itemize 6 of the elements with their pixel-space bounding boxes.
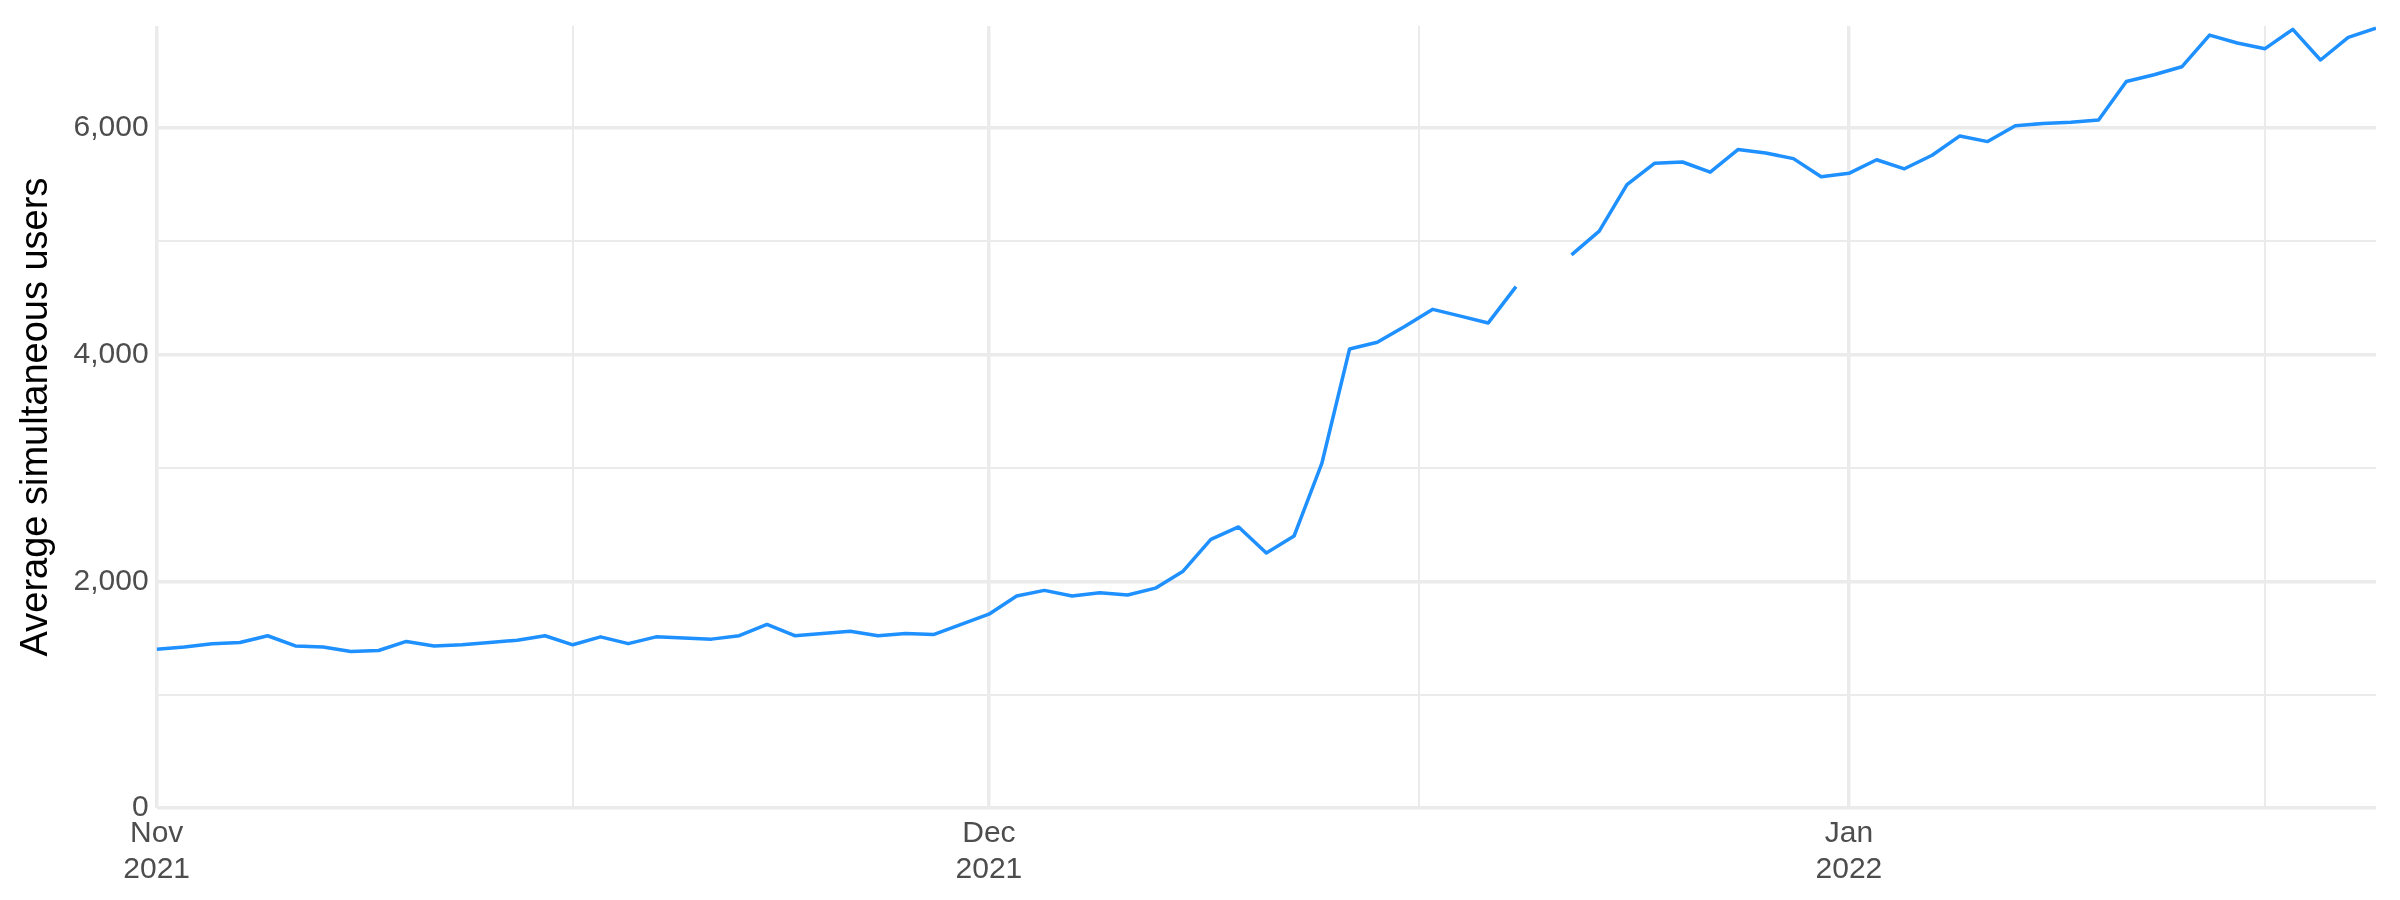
x-tick-label: Dec 2021 [955, 815, 1023, 885]
y-tick-label: 4,000 [73, 335, 149, 369]
y-tick-label: 2,000 [73, 562, 149, 596]
y-tick-label: 6,000 [73, 109, 149, 143]
x-tick-label: Jan 2022 [1815, 815, 1883, 885]
y-axis-title: Average simultaneous users [13, 177, 56, 657]
